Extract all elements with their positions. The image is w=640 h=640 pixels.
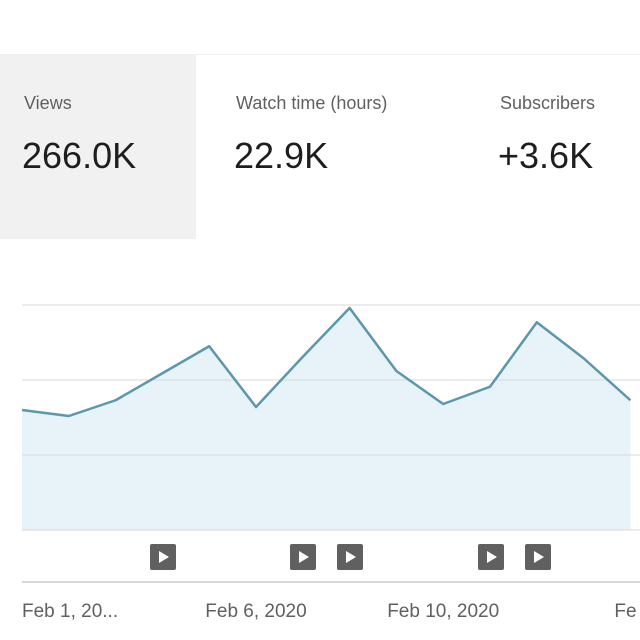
metric-card[interactable]: Subscribers +3.6K bbox=[460, 55, 640, 239]
metric-label: Watch time (hours) bbox=[236, 93, 388, 113]
video-markers bbox=[150, 544, 551, 570]
video-marker[interactable] bbox=[337, 544, 363, 570]
metric-label: Views bbox=[24, 93, 72, 113]
metric-card[interactable]: Views 266.0K bbox=[0, 55, 196, 239]
x-tick-label: Feb 6, 2020 bbox=[205, 601, 306, 622]
area bbox=[22, 308, 631, 530]
line bbox=[21, 306, 632, 418]
metric-tabs: Views 266.0K Watch time (hours) 22.9K Su… bbox=[0, 54, 640, 239]
metric-value: 22.9K bbox=[234, 135, 329, 176]
metric-card[interactable]: Watch time (hours) 22.9K bbox=[196, 55, 460, 239]
metric-value: 266.0K bbox=[22, 135, 137, 176]
video-marker[interactable] bbox=[290, 544, 316, 570]
metric-value: +3.6K bbox=[498, 135, 594, 176]
video-marker[interactable] bbox=[525, 544, 551, 570]
x-tick-label: Feb 1, 20... bbox=[22, 601, 118, 622]
video-marker[interactable] bbox=[150, 544, 176, 570]
x-tick-label: Feb 10, 2020 bbox=[387, 601, 499, 622]
x-tick-label: Fe bbox=[614, 601, 636, 622]
metric-label: Subscribers bbox=[500, 93, 596, 113]
video-marker[interactable] bbox=[478, 544, 504, 570]
